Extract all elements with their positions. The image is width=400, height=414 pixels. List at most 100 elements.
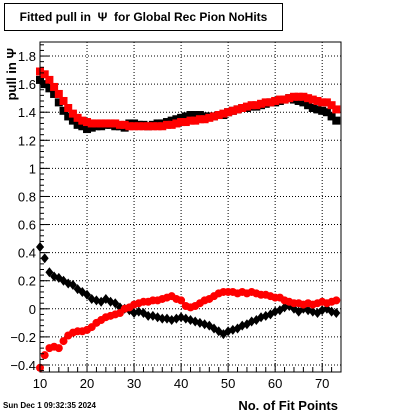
data-point (271, 96, 280, 105)
data-point (134, 122, 143, 131)
data-point (45, 75, 54, 84)
y-tick-label: 0 (29, 302, 36, 317)
data-point (83, 289, 92, 300)
y-tick-label: 0.4 (18, 246, 36, 261)
data-point (125, 122, 134, 131)
data-point (195, 111, 204, 120)
data-point (181, 112, 190, 121)
data-point (87, 119, 96, 128)
x-tick-label: 40 (174, 376, 188, 391)
data-point (332, 105, 341, 114)
data-point (191, 116, 200, 125)
data-point (68, 279, 77, 290)
y-tick-label: 1.8 (18, 49, 36, 64)
data-point (313, 105, 322, 114)
data-point (205, 113, 214, 122)
grid-lines (40, 42, 341, 372)
data-point (177, 113, 186, 122)
data-point (285, 94, 294, 103)
data-point (186, 111, 195, 120)
x-tick-label: 30 (127, 376, 141, 391)
data-point (148, 122, 157, 131)
data-point (158, 313, 167, 324)
data-point (219, 109, 228, 118)
data-point (327, 101, 336, 110)
data-point (73, 120, 82, 129)
x-tick-label: 70 (315, 376, 329, 391)
data-point (275, 95, 284, 104)
data-point (322, 108, 331, 117)
data-point (261, 98, 270, 107)
data-point (191, 111, 200, 120)
data-point (247, 101, 256, 110)
data-point (54, 344, 63, 353)
data-point (45, 267, 54, 278)
data-point (214, 111, 223, 120)
data-point (252, 101, 261, 110)
data-point (59, 106, 68, 115)
data-point (233, 105, 242, 114)
data-point (294, 96, 303, 105)
data-point (318, 98, 327, 107)
data-point (92, 119, 101, 128)
data-point (54, 89, 63, 98)
data-point (59, 96, 68, 105)
data-point (294, 92, 303, 101)
data-point (172, 115, 181, 124)
axis-ticks: 10 20 30 40 50 60 70 −0.4 −0.2 0 0.2 0.4 0.6 0.8 1 1.2 1… (10, 44, 342, 391)
timestamp: Sun Dec 1 09:32:35 2024 (3, 401, 96, 410)
data-point (50, 89, 59, 98)
data-point (332, 116, 341, 125)
series-3 (36, 67, 341, 131)
data-point (172, 119, 181, 128)
y-tick-label: 1 (29, 161, 36, 176)
y-tick-label: 1.4 (18, 105, 36, 120)
y-tick-label: 0.6 (18, 218, 36, 233)
y-tick-label: −0.4 (10, 358, 36, 373)
x-tick-label: 10 (33, 376, 47, 391)
data-point (83, 118, 92, 127)
data-point (45, 84, 54, 93)
data-point (111, 298, 120, 309)
data-point (177, 118, 186, 127)
data-point (115, 120, 124, 129)
data-point (83, 125, 92, 134)
data-point (158, 122, 167, 131)
series-0 (36, 242, 341, 340)
data-point (167, 120, 176, 129)
data-point (59, 337, 68, 346)
data-point (313, 96, 322, 105)
data-point (144, 122, 153, 131)
data-point (144, 310, 153, 321)
data-point (68, 109, 77, 118)
data-point (87, 123, 96, 132)
data-point (120, 120, 129, 129)
data-point (111, 119, 120, 128)
x-tick-label: 50 (221, 376, 235, 391)
data-point (54, 98, 63, 107)
data-point (97, 119, 106, 128)
data-point (78, 116, 87, 125)
x-tick-label: 20 (80, 376, 94, 391)
data-point (200, 115, 209, 124)
data-point (308, 95, 317, 104)
data-point (181, 118, 190, 127)
data-point (177, 296, 186, 305)
x-axis-label: No. of Fit Points (238, 398, 338, 413)
y-tick-label: −0.2 (10, 330, 36, 345)
data-point (78, 122, 87, 131)
series-1 (36, 287, 341, 372)
data-point (195, 115, 204, 124)
data-point (257, 99, 266, 108)
data-point (106, 119, 115, 128)
data-point (186, 116, 195, 125)
data-point (40, 70, 49, 79)
data-point (64, 112, 73, 121)
data-point (327, 112, 336, 121)
y-tick-label: 0.8 (18, 189, 36, 204)
data-point (308, 104, 317, 112)
data-point (210, 112, 219, 121)
series-layer (36, 67, 341, 372)
x-tick-label: 60 (268, 376, 282, 391)
data-point (304, 101, 313, 110)
